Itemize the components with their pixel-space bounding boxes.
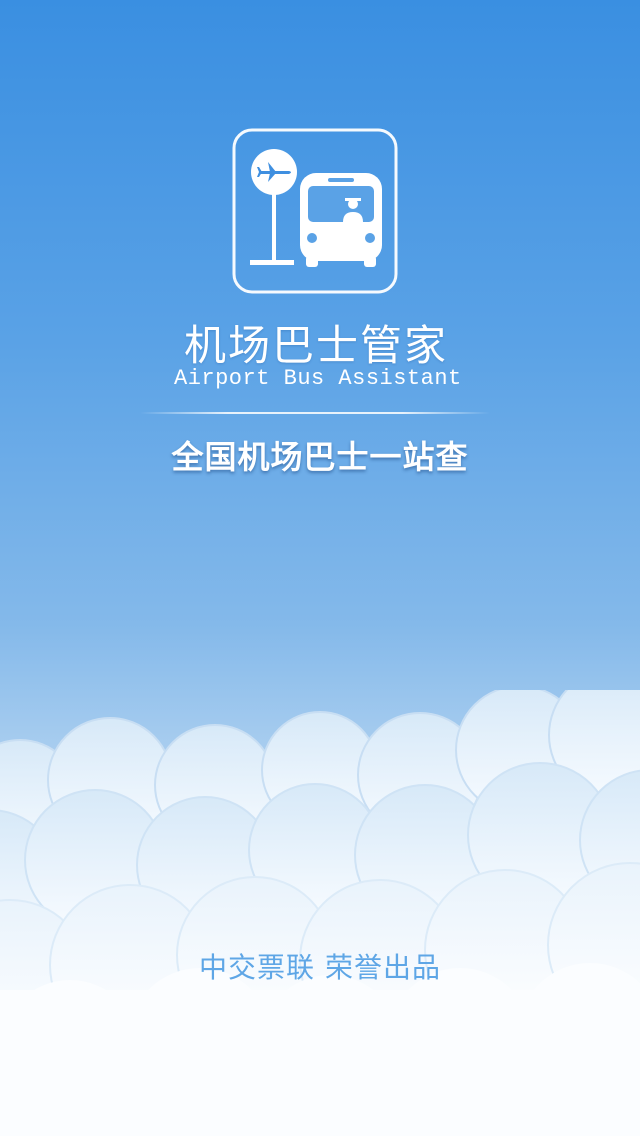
bus-icon: [300, 173, 382, 267]
app-title: 机场巴士管家: [183, 321, 448, 370]
title-divider: [140, 412, 490, 414]
app-subtitle: Airport Bus Assistant: [174, 366, 462, 391]
cloud-background: [0, 690, 640, 1136]
credit-text: 中交票联 荣誉出品: [199, 951, 441, 984]
app-logo-icon: [232, 128, 398, 294]
airplane-icon: [250, 149, 297, 265]
app-slogan: 全国机场巴士一站查: [171, 438, 469, 476]
